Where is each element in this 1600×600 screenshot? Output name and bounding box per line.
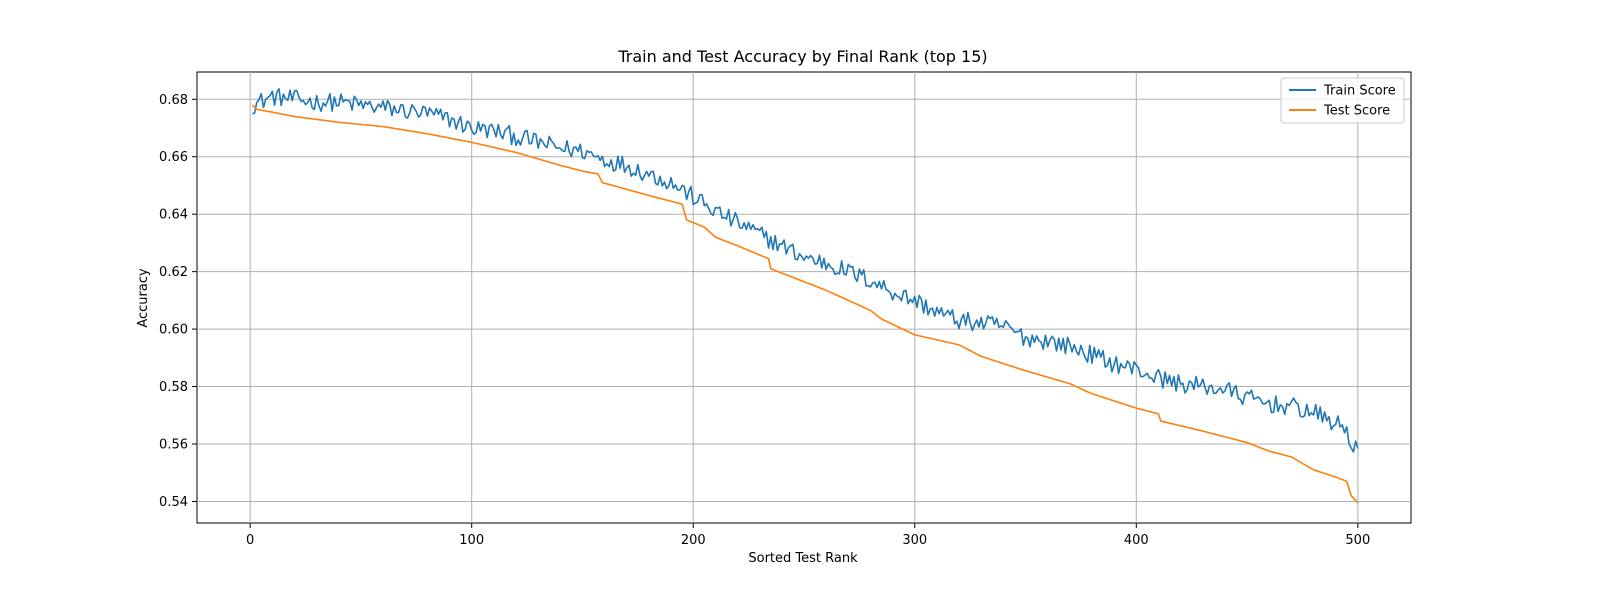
legend: Train Score Test Score (1280, 77, 1405, 124)
x-tick-label: 200 (681, 533, 706, 548)
x-tick-label: 100 (459, 533, 484, 548)
x-tick-label: 300 (902, 533, 927, 548)
x-tick-label: 400 (1124, 533, 1149, 548)
x-tick-label: 500 (1345, 533, 1370, 548)
x-tick-label: 0 (246, 533, 254, 548)
chart-title: Train and Test Accuracy by Final Rank (t… (617, 47, 987, 66)
y-axis-label: Accuracy (136, 268, 151, 328)
y-tick-label: 0.54 (159, 495, 188, 510)
y-tick-label: 0.62 (159, 265, 188, 280)
x-axis-label: Sorted Test Rank (748, 551, 858, 566)
legend-label: Test Score (1323, 104, 1390, 119)
x-axis-ticks: 0 100 200 300 400 500 (246, 523, 1370, 548)
y-tick-label: 0.66 (159, 150, 188, 165)
legend-label: Train Score (1323, 84, 1396, 99)
y-tick-label: 0.64 (159, 208, 188, 223)
plot-area (196, 71, 1412, 524)
plot-frame (196, 71, 1412, 524)
y-tick-label: 0.58 (159, 380, 188, 395)
y-tick-label: 0.68 (159, 93, 188, 108)
series-lines (251, 87, 1359, 504)
y-tick-label: 0.56 (159, 438, 188, 453)
series-line-test-score (251, 104, 1359, 504)
grid-lines (197, 72, 1411, 523)
y-axis-ticks: 0.54 0.56 0.58 0.60 0.62 0.64 0.66 0.68 (159, 93, 197, 510)
series-line-train-score (252, 87, 1359, 453)
y-tick-label: 0.60 (159, 323, 188, 338)
